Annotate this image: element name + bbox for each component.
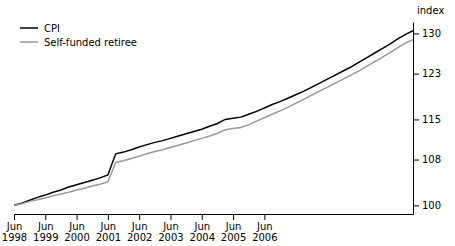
x-tick: Jun2004 [190, 214, 215, 243]
x-tick-label: Jun2004 [190, 221, 215, 243]
x-tick-label-line: 2000 [64, 232, 89, 243]
x-tick-mark [77, 214, 78, 220]
y-tick: 130 [413, 28, 441, 39]
x-tick-label-line: Jun [131, 221, 148, 232]
series-line [14, 40, 413, 206]
x-tick: Jun2005 [221, 214, 246, 243]
legend: CPI Self-funded retiree [20, 23, 137, 48]
x-tick-label: Jun2006 [252, 221, 277, 243]
x-tick-mark [264, 214, 265, 220]
legend-item: Self-funded retiree [20, 37, 137, 48]
x-tick-mark [45, 214, 46, 220]
x-tick: Jun2002 [127, 214, 152, 243]
x-tick-mark [170, 214, 171, 220]
y-tick-label: 123 [422, 68, 441, 79]
x-tick-label-line: Jun [37, 221, 54, 232]
x-tick-label-line: Jun [6, 221, 23, 232]
x-tick-mark [233, 214, 234, 220]
x-tick-label-line: 2006 [252, 232, 277, 243]
y-axis: 100 108 115 123 130 [413, 23, 441, 215]
x-tick-label: Jun2003 [158, 221, 183, 243]
plot: Jun1998Jun1999Jun2000Jun2001Jun2002Jun20… [2, 5, 445, 243]
legend-item: CPI [20, 23, 60, 34]
y-tick-label: 130 [422, 28, 441, 39]
chart: Jun1998Jun1999Jun2000Jun2001Jun2002Jun20… [0, 0, 455, 246]
y-tick-mark [413, 119, 419, 120]
y-tick-label: 108 [422, 154, 441, 165]
legend-label: CPI [44, 23, 60, 34]
legend-label: Self-funded retiree [44, 37, 137, 48]
y-axis-line [413, 23, 414, 215]
x-tick: Jun2006 [252, 214, 277, 243]
x-tick-label-line: 2002 [127, 232, 152, 243]
x-tick-label: Jun2001 [96, 221, 121, 243]
x-tick-label-line: Jun [162, 221, 179, 232]
x-tick-label: Jun2005 [221, 221, 246, 243]
legend-swatch [20, 41, 38, 43]
x-tick: Jun2001 [96, 214, 121, 243]
x-tick-mark [108, 214, 109, 220]
x-axis: Jun1998Jun1999Jun2000Jun2001Jun2002Jun20… [2, 214, 414, 243]
lines [14, 31, 413, 206]
x-tick-label-line: 2004 [190, 232, 215, 243]
y-tick-mark [413, 33, 419, 34]
y-tick: 100 [413, 200, 441, 211]
y-tick-label: 115 [422, 114, 441, 125]
x-tick-label-line: Jun [225, 221, 242, 232]
y-tick: 123 [413, 68, 441, 79]
x-tick-label-line: Jun [68, 221, 85, 232]
x-tick-label-line: 2005 [221, 232, 246, 243]
series-line [14, 31, 413, 206]
x-tick-label: Jun2000 [64, 221, 89, 243]
x-tick: Jun2000 [64, 214, 89, 243]
x-axis-line [15, 214, 414, 215]
y-axis-title: index [417, 5, 444, 16]
x-tick-label-line: Jun [100, 221, 117, 232]
x-tick-label: Jun1998 [2, 221, 27, 243]
y-tick-mark [413, 160, 419, 161]
x-tick-label: Jun2002 [127, 221, 152, 243]
y-tick: 108 [413, 154, 441, 165]
x-tick-label-line: Jun [256, 221, 273, 232]
x-tick-mark [202, 214, 203, 220]
x-tick-mark [139, 214, 140, 220]
y-tick-label: 100 [422, 200, 441, 211]
y-tick-mark [413, 205, 419, 206]
x-tick-label: Jun1999 [33, 221, 58, 243]
y-tick-mark [413, 74, 419, 75]
x-tick-label-line: Jun [193, 221, 210, 232]
x-tick: Jun1998 [2, 214, 27, 243]
x-tick-label-line: 1999 [33, 232, 58, 243]
x-tick: Jun1999 [33, 214, 58, 243]
x-tick-label-line: 2003 [158, 232, 183, 243]
legend-swatch [20, 27, 38, 29]
x-tick: Jun2003 [158, 214, 183, 243]
x-tick-label-line: 1998 [2, 232, 27, 243]
y-tick: 115 [413, 114, 441, 125]
x-tick-mark [14, 214, 15, 220]
x-tick-label-line: 2001 [96, 232, 121, 243]
